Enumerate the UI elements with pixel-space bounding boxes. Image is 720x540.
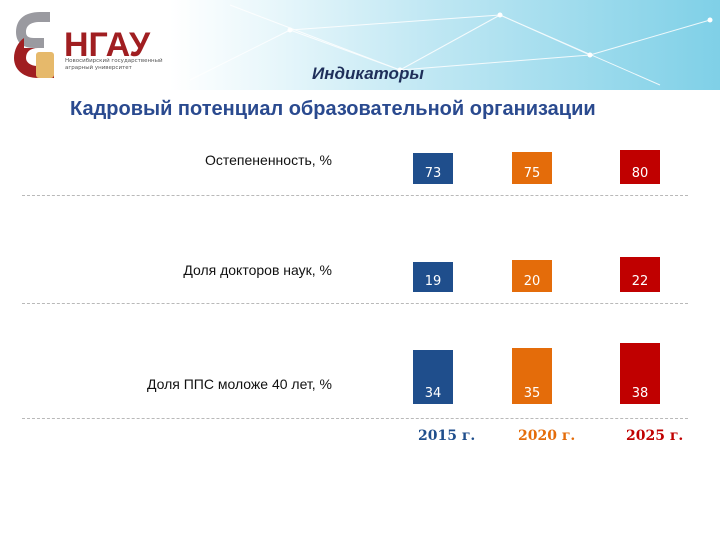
row-separator <box>22 418 688 419</box>
legend-2025: 2025 г. <box>626 428 684 444</box>
category-label: Доля ППС моложе 40 лет, % <box>146 376 332 392</box>
section-title: Индикаторы <box>312 64 424 83</box>
category-label: Остепененность, % <box>205 152 332 168</box>
university-logo-icon <box>14 12 54 78</box>
bar-2015-0: 73 <box>413 153 453 184</box>
network-lines-decoration <box>189 4 713 86</box>
bar-2015-2: 34 <box>413 350 453 404</box>
bar-2015-1: 19 <box>413 262 453 292</box>
row-separator <box>22 303 688 304</box>
bar-2025-0: 80 <box>620 150 660 184</box>
bar-2020-0: 75 <box>512 152 552 184</box>
bar-2020-1: 20 <box>512 260 552 292</box>
bar-2025-2: 38 <box>620 343 660 404</box>
row-separator <box>22 195 688 196</box>
logo-subtitle: Новосибирский государственный аграрный у… <box>65 58 163 71</box>
category-label: Доля докторов наук, % <box>183 262 332 278</box>
bar-2025-1: 22 <box>620 257 660 292</box>
legend-2015: 2015 г. <box>418 428 476 444</box>
header-banner <box>170 0 720 90</box>
page-title: Кадровый потенциал образовательной орган… <box>70 98 596 120</box>
bar-2020-2: 35 <box>512 348 552 404</box>
legend-2020: 2020 г. <box>518 428 576 444</box>
logo-name: НГАУ <box>64 26 151 64</box>
